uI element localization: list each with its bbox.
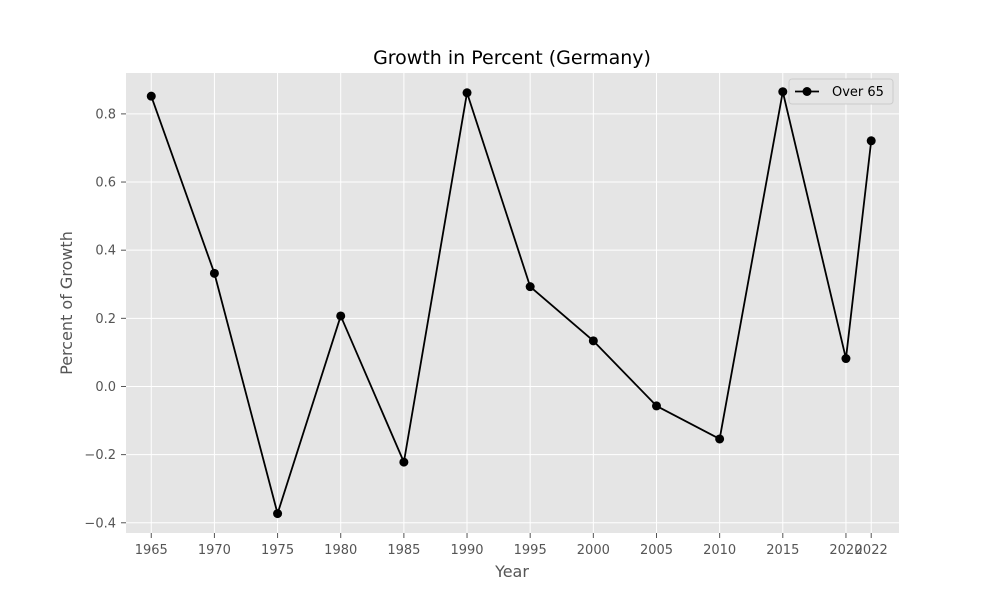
y-tick-label: 0.8 xyxy=(95,107,116,122)
data-point xyxy=(462,88,472,98)
x-tick-label: 2015 xyxy=(766,543,799,558)
y-tick-label: 0.2 xyxy=(95,312,116,327)
y-tick-label: 0.4 xyxy=(95,244,116,259)
x-tick-label: 1995 xyxy=(514,543,547,558)
x-tick-label: 2022 xyxy=(855,543,888,558)
x-tick-label: 1965 xyxy=(135,543,168,558)
y-tick-label: −0.2 xyxy=(84,448,116,463)
axis-ticks: 1965 1970 1975 1980 1985 1990 1995 2000 2005 2010… xyxy=(84,107,887,558)
data-point xyxy=(588,336,598,346)
legend-box xyxy=(788,78,894,105)
chart-title: Growth in Percent (Germany) xyxy=(373,47,651,69)
legend-marker xyxy=(802,87,812,96)
data-point xyxy=(651,401,661,411)
grid xyxy=(126,73,899,533)
data-point xyxy=(778,87,788,97)
data-point xyxy=(525,282,535,292)
y-tick-label: 0.6 xyxy=(95,176,116,191)
data-point xyxy=(841,354,851,364)
data-point xyxy=(146,91,156,101)
y-tick-label: 0.0 xyxy=(95,380,116,395)
legend-label-over-65: Over 65 xyxy=(832,85,884,100)
x-tick-label: 2005 xyxy=(640,543,673,558)
data-point xyxy=(273,509,283,519)
x-tick-label: 2020 xyxy=(829,543,862,558)
x-axis-label: Year xyxy=(494,562,529,581)
legend: Over 65 xyxy=(788,78,894,105)
data-point xyxy=(336,311,346,321)
x-tick-label: 1985 xyxy=(387,543,420,558)
x-tick-label: 2000 xyxy=(577,543,610,558)
plot-area xyxy=(126,73,899,533)
x-tick-label: 1990 xyxy=(450,543,483,558)
data-point xyxy=(399,457,409,467)
x-tick-label: 1980 xyxy=(324,543,357,558)
x-tick-label: 1975 xyxy=(261,543,294,558)
x-tick-label: 2010 xyxy=(703,543,736,558)
data-point xyxy=(715,434,725,444)
series-layer xyxy=(146,87,876,519)
y-axis-label: Percent of Growth xyxy=(57,231,76,375)
data-point xyxy=(209,268,219,278)
data-point xyxy=(866,136,876,146)
y-tick-label: −0.4 xyxy=(84,516,116,531)
x-tick-label: 1970 xyxy=(198,543,231,558)
